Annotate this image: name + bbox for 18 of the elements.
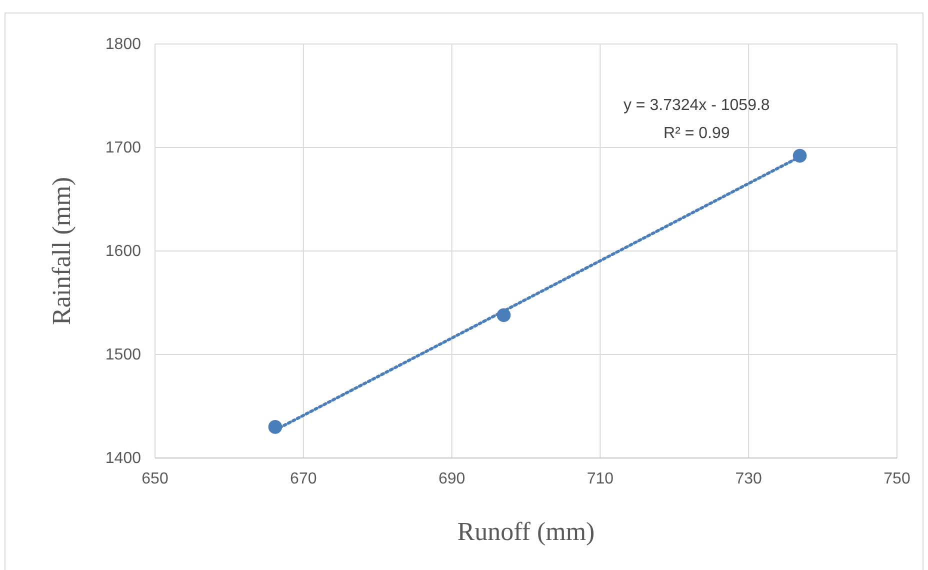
y-tick-label: 1600: [105, 243, 142, 260]
y-tick-label: 1800: [105, 36, 142, 54]
point: [496, 308, 511, 322]
x-tick-label: 650: [142, 470, 168, 488]
x-tick-label: 670: [290, 470, 317, 488]
y-tick-label: 1400: [105, 450, 142, 468]
y-tick-label: 1700: [105, 140, 142, 157]
x-tick-label: 690: [438, 470, 466, 488]
x-tick-label: 730: [735, 470, 762, 488]
annotation: y = 3.7324x - 1059.8: [623, 97, 770, 114]
annotation: R² = 0.99: [664, 125, 730, 142]
y-tick-label: 1500: [105, 346, 142, 364]
y-axis-title: Rainfall (mm): [47, 176, 76, 326]
x-tick-label: 750: [884, 470, 910, 488]
point: [792, 148, 807, 163]
x-tick-label: 710: [586, 470, 614, 488]
point: [268, 420, 282, 434]
x-axis-title: Runoff (mm): [457, 517, 595, 546]
